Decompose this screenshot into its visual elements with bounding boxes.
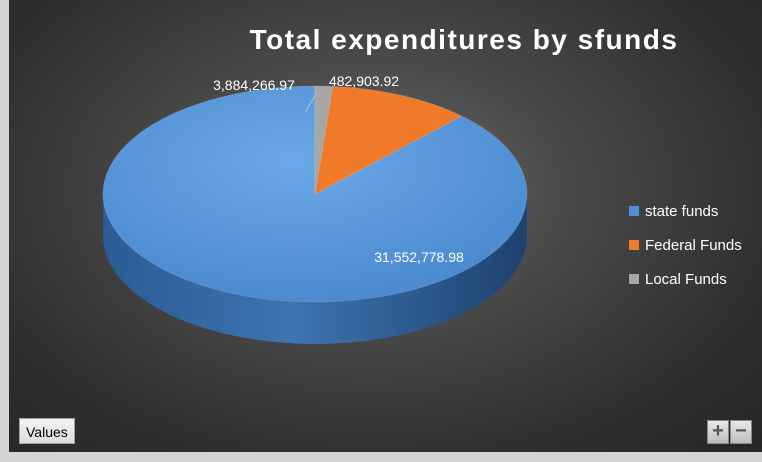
legend-label: state funds xyxy=(645,202,719,220)
pie-leader-lines xyxy=(304,93,317,113)
data-label-state-funds: 31,552,778.98 xyxy=(374,249,464,265)
legend-swatch xyxy=(629,206,639,216)
collapse-icon[interactable]: − xyxy=(730,420,752,444)
data-label-local-funds: 482,903.92 xyxy=(329,73,399,89)
chart-title: Total expenditures by sfunds xyxy=(249,24,679,55)
values-field-button[interactable]: Values xyxy=(19,418,75,444)
pie-chart: 31,552,778.98 3,884,266.97 482,903.92 xyxy=(102,73,528,344)
pie-slice-state-funds xyxy=(102,85,528,303)
leader-line xyxy=(304,93,317,113)
legend-item-state-funds: state funds xyxy=(629,194,742,228)
pie-top xyxy=(102,85,528,303)
legend-label: Federal Funds xyxy=(645,236,742,254)
pie-slice-local-funds xyxy=(314,85,334,195)
legend: state funds Federal Funds Local Funds xyxy=(629,194,742,296)
legend-swatch xyxy=(629,274,639,284)
chart-area: Total expenditures by sfunds 31,552,778.… xyxy=(9,0,762,452)
pie-side xyxy=(103,194,527,344)
pie-side-wall xyxy=(103,194,527,344)
expand-icon[interactable]: + xyxy=(707,420,729,444)
data-label-federal-funds: 3,884,266.97 xyxy=(213,77,295,93)
legend-swatch xyxy=(629,240,639,250)
legend-item-federal-funds: Federal Funds xyxy=(629,228,742,262)
pie-data-labels: 31,552,778.98 3,884,266.97 482,903.92 xyxy=(213,73,464,265)
legend-item-local-funds: Local Funds xyxy=(629,262,742,296)
legend-label: Local Funds xyxy=(645,270,727,288)
pie-slice-federal-funds xyxy=(314,85,463,195)
